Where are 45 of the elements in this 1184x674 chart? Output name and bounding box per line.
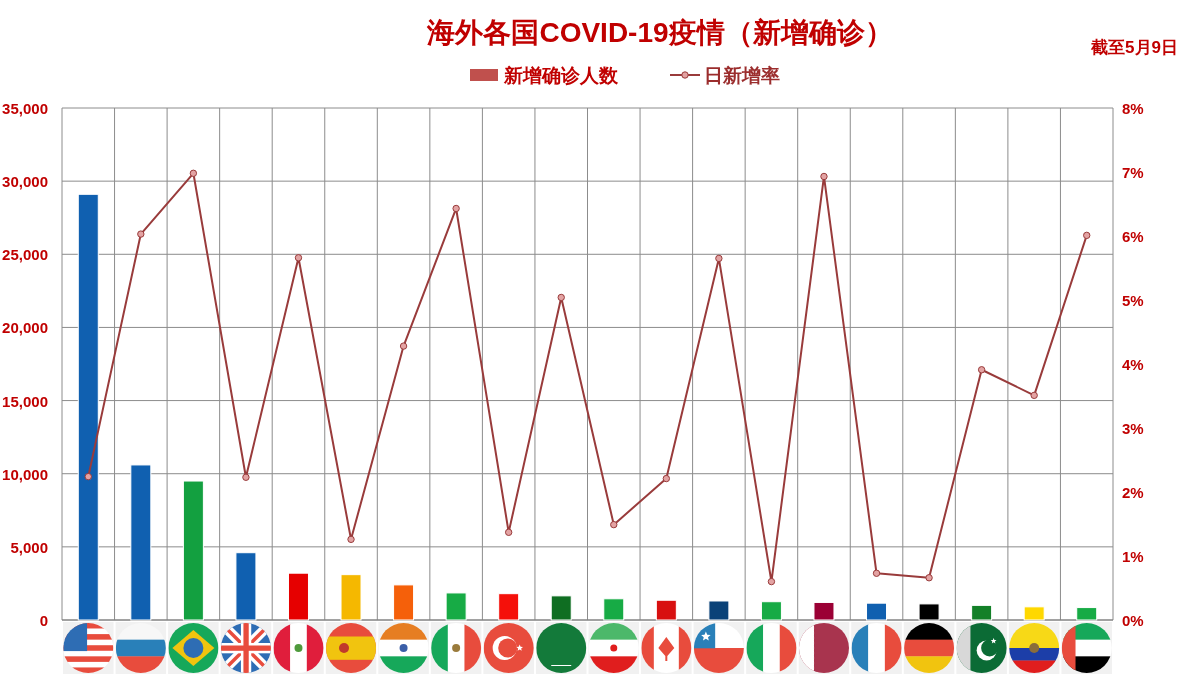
y-tick-label: 0 <box>39 611 48 629</box>
y-tick-label: 10,000 <box>2 465 48 483</box>
point <box>977 366 986 374</box>
point <box>504 528 513 537</box>
y2-tick-label: 4% <box>1122 355 1144 373</box>
point <box>242 473 250 481</box>
y-tick-label: 20,000 <box>2 318 48 336</box>
point <box>137 230 145 238</box>
point <box>347 535 355 544</box>
bar <box>813 601 835 621</box>
point <box>662 474 671 483</box>
y2-tick-label: 3% <box>1122 419 1144 437</box>
point <box>84 472 92 481</box>
y-tick-label: 15,000 <box>2 392 48 410</box>
point <box>925 574 933 582</box>
point <box>1030 391 1038 400</box>
point <box>767 577 776 586</box>
point <box>189 169 198 177</box>
bar <box>1023 606 1045 621</box>
point <box>715 254 723 263</box>
y-tick-label: 5,000 <box>10 538 48 556</box>
bar <box>971 604 993 621</box>
point <box>1083 231 1091 240</box>
point <box>610 520 618 529</box>
y2-tick-label: 8% <box>1122 99 1144 117</box>
legend-label: 日新增率 <box>704 64 780 86</box>
y-tick-label: 35,000 <box>2 99 48 117</box>
point <box>557 293 565 302</box>
title: 海外各国COVID-19疫情（新增确诊） <box>427 16 893 48</box>
y-tick-label: 25,000 <box>2 245 48 263</box>
point <box>872 569 881 577</box>
point <box>399 342 408 350</box>
y2-tick-label: 7% <box>1122 163 1144 181</box>
y2-tick-label: 2% <box>1122 483 1144 501</box>
point <box>452 204 460 213</box>
y2-tick-label: 5% <box>1122 291 1144 309</box>
y2-tick-label: 0% <box>1122 611 1144 629</box>
point <box>820 172 828 181</box>
y2-tick-label: 1% <box>1122 547 1144 565</box>
y2-tick-label: 6% <box>1122 227 1144 245</box>
bar <box>550 595 572 621</box>
text: 截至5月9日 <box>1090 37 1178 57</box>
point <box>294 254 303 262</box>
bar <box>498 593 520 621</box>
y-tick-label: 30,000 <box>2 172 48 190</box>
